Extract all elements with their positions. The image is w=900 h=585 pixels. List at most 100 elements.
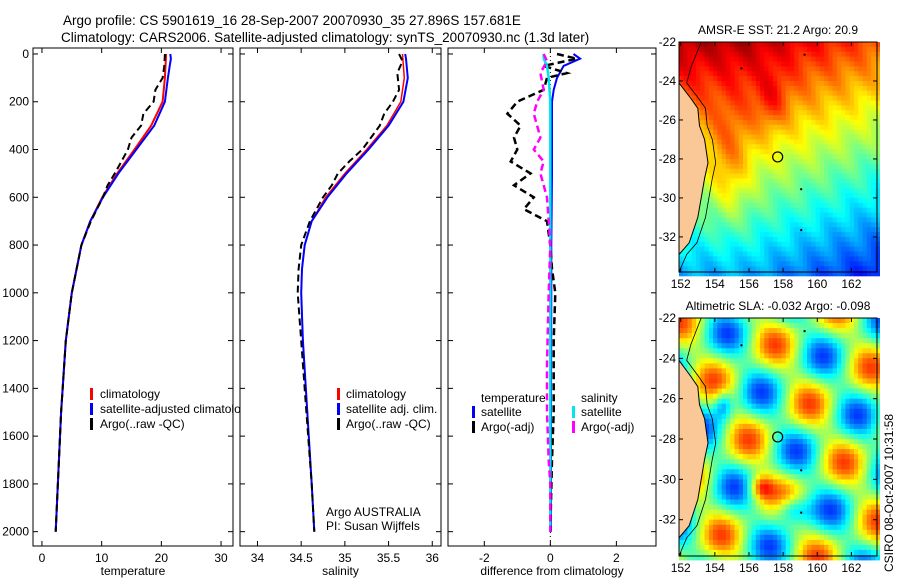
heatmap-cell bbox=[819, 246, 825, 252]
heatmap-cell bbox=[785, 388, 791, 394]
heatmap-cell bbox=[785, 202, 791, 209]
heatmap-cell bbox=[875, 188, 880, 194]
heatmap-cell bbox=[845, 46, 851, 53]
heatmap-cell bbox=[760, 444, 765, 450]
heatmap-cell bbox=[777, 428, 782, 435]
heatmap-cell bbox=[819, 514, 825, 521]
heatmap-cell bbox=[717, 333, 723, 339]
heatmap-cell bbox=[772, 555, 778, 561]
heatmap-cell bbox=[730, 193, 735, 199]
heatmap-cell bbox=[730, 212, 735, 218]
heatmap-cell bbox=[747, 398, 752, 405]
heatmap-cell bbox=[713, 539, 718, 546]
heatmap-cell bbox=[811, 207, 816, 213]
heatmap-cell bbox=[747, 343, 752, 349]
heatmap-cell bbox=[785, 61, 791, 67]
heatmap-cell bbox=[687, 529, 693, 536]
heatmap-cell bbox=[764, 418, 769, 425]
heatmap-cell bbox=[747, 158, 752, 165]
heatmap-cell bbox=[777, 479, 782, 485]
heatmap-cell bbox=[815, 256, 821, 262]
heatmap-cell bbox=[875, 464, 880, 470]
heatmap-cell bbox=[691, 363, 697, 369]
heatmap-cell bbox=[798, 51, 804, 57]
heatmap-cell bbox=[772, 85, 778, 92]
heatmap-cell bbox=[700, 241, 705, 248]
heatmap-cell bbox=[785, 484, 791, 490]
heatmap-cell bbox=[764, 71, 769, 77]
heatmap-cell bbox=[836, 318, 842, 324]
y-tick-label: 1000 bbox=[2, 286, 29, 300]
heatmap-cell bbox=[858, 519, 863, 526]
heatmap-cell bbox=[760, 46, 765, 53]
heatmap-cell bbox=[828, 251, 834, 257]
heatmap-cell bbox=[704, 383, 710, 389]
heatmap-cell bbox=[871, 494, 876, 500]
heatmap-cell bbox=[725, 444, 731, 450]
heatmap-cell bbox=[704, 251, 710, 257]
heatmap-cell bbox=[845, 207, 851, 213]
heatmap-cell bbox=[798, 388, 804, 394]
heatmap-cell bbox=[768, 222, 774, 228]
heatmap-cell bbox=[815, 51, 821, 57]
heatmap-cell bbox=[760, 323, 765, 329]
heatmap-cell bbox=[832, 353, 838, 359]
heatmap-cell bbox=[802, 246, 808, 252]
heatmap-cell bbox=[819, 343, 825, 349]
heatmap-cell bbox=[760, 129, 765, 135]
heatmap-cell bbox=[738, 454, 744, 460]
heatmap-cell bbox=[708, 76, 714, 82]
heatmap-cell bbox=[858, 449, 863, 455]
heatmap-cell bbox=[849, 444, 855, 450]
heatmap-cell bbox=[738, 105, 744, 111]
heatmap-cell bbox=[798, 469, 804, 475]
heatmap-cell bbox=[704, 413, 710, 420]
heatmap-cell bbox=[738, 241, 744, 248]
heatmap-cell bbox=[738, 42, 744, 48]
heatmap-cell bbox=[819, 413, 825, 420]
heatmap-cell bbox=[743, 197, 748, 204]
heatmap-cell bbox=[717, 519, 723, 526]
heatmap-cell bbox=[751, 71, 757, 77]
heatmap-cell bbox=[862, 256, 868, 262]
heatmap-cell bbox=[730, 499, 735, 505]
heatmap-cell bbox=[845, 474, 851, 480]
heatmap-cell bbox=[721, 271, 727, 277]
heatmap-cell bbox=[854, 338, 859, 344]
heatmap-cell bbox=[811, 428, 816, 435]
heatmap-cell bbox=[794, 42, 799, 48]
series-line bbox=[505, 52, 578, 532]
heatmap-cell bbox=[696, 363, 701, 369]
heatmap-cell bbox=[794, 61, 799, 67]
heatmap-cell bbox=[798, 423, 804, 430]
heatmap-cell bbox=[858, 454, 863, 460]
heatmap-cell bbox=[849, 555, 855, 561]
heatmap-cell bbox=[841, 328, 846, 334]
heatmap-cell bbox=[777, 95, 782, 101]
heatmap-cell bbox=[824, 444, 829, 450]
heatmap-cell bbox=[721, 227, 727, 233]
heatmap-cell bbox=[845, 509, 851, 515]
heatmap-cell bbox=[845, 439, 851, 445]
heatmap-cell bbox=[828, 534, 834, 541]
heatmap-cell bbox=[777, 449, 782, 455]
heatmap-cell bbox=[777, 188, 782, 194]
heatmap-cell bbox=[866, 246, 872, 252]
heatmap-cell bbox=[832, 333, 838, 339]
heatmap-cell bbox=[734, 158, 740, 165]
heatmap-cell bbox=[713, 388, 718, 394]
heatmap-cell bbox=[866, 188, 872, 194]
heatmap-cell bbox=[738, 509, 744, 515]
heatmap-cell bbox=[849, 423, 855, 430]
heatmap-cell bbox=[691, 549, 697, 556]
heatmap-cell bbox=[691, 338, 697, 344]
heatmap-cell bbox=[764, 529, 769, 536]
heatmap-cell bbox=[751, 193, 757, 199]
heatmap-cell bbox=[696, 66, 701, 72]
legend-swatch bbox=[572, 421, 575, 433]
heatmap-cell bbox=[743, 353, 748, 359]
heatmap-cell bbox=[734, 134, 740, 140]
heatmap-cell bbox=[862, 413, 868, 420]
heatmap-cell bbox=[768, 323, 774, 329]
heatmap-cell bbox=[866, 173, 872, 179]
